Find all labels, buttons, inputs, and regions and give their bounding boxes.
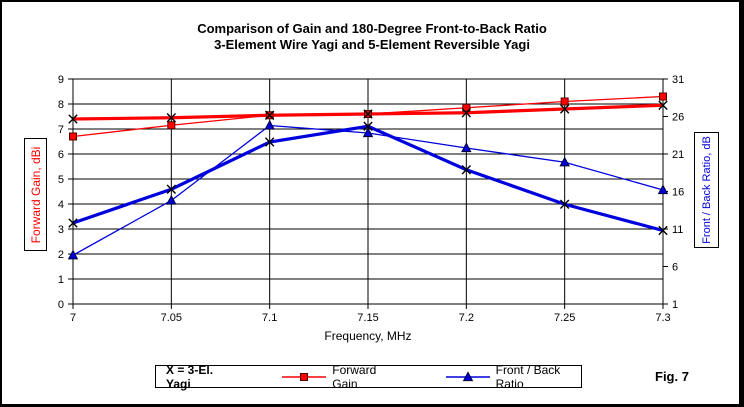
legend-box: X = 3-El. Yagi Forward Gain Front / Back… [155,362,582,391]
svg-text:7.1: 7.1 [262,312,277,324]
svg-text:16: 16 [672,187,684,199]
svg-text:7.15: 7.15 [357,312,378,324]
svg-text:26: 26 [672,112,684,124]
legend-note: X = 3-El. Yagi [166,362,214,391]
svg-text:11: 11 [672,224,683,236]
svg-text:4: 4 [58,199,64,211]
svg-text:31: 31 [672,74,684,86]
svg-text:8: 8 [58,99,64,111]
svg-text:7.2: 7.2 [459,312,474,324]
left-axis-label: Forward Gain, dBi [28,146,43,243]
svg-text:1: 1 [58,274,64,286]
svg-text:2: 2 [58,249,64,261]
legend-label-forward-gain: Forward Gain [332,362,377,391]
svg-text:5: 5 [58,174,64,186]
right-axis-label: Front / Back Ratio, dB [700,136,713,244]
svg-text:7.05: 7.05 [161,312,182,324]
figure-number: Fig. 7 [655,369,689,384]
front-back-ratio-line-marker-icon [445,370,490,383]
svg-text:1: 1 [672,299,678,311]
x-axis-label: Frequency, MHz [324,329,412,343]
svg-text:3: 3 [58,224,64,236]
legend-item-front-back-ratio: Front / Back Ratio [445,362,571,391]
legend-label-front-back-ratio: Front / Back Ratio [495,362,561,391]
chart-title: Comparison of Gain and 180-Degree Front-… [0,21,744,53]
right-axis-label-box: Front / Back Ratio, dB [694,132,719,248]
forward-gain-line-marker-icon [282,371,327,383]
svg-text:9: 9 [58,74,64,86]
svg-text:0: 0 [58,299,64,311]
svg-text:21: 21 [672,149,684,161]
svg-text:6: 6 [58,149,64,161]
legend-item-forward-gain: Forward Gain [282,363,387,391]
svg-text:7: 7 [58,124,64,136]
svg-text:7: 7 [70,312,76,324]
chart-title-line-1: Comparison of Gain and 180-Degree Front-… [197,21,547,36]
left-axis-label-box: Forward Gain, dBi [24,138,47,251]
chart-title-line-2: 3-Element Wire Yagi and 5-Element Revers… [214,37,530,52]
svg-text:6: 6 [672,262,678,274]
svg-text:7.3: 7.3 [655,312,670,324]
svg-text:7.25: 7.25 [554,312,575,324]
